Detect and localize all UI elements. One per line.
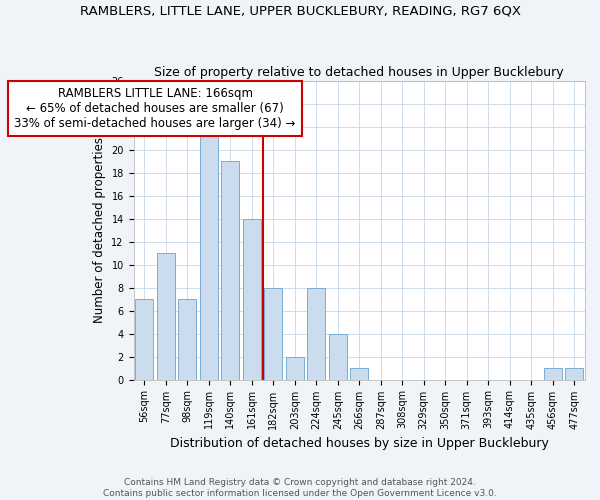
Bar xyxy=(157,254,175,380)
Bar xyxy=(544,368,562,380)
Bar xyxy=(350,368,368,380)
Bar xyxy=(286,356,304,380)
Bar xyxy=(264,288,283,380)
Text: Contains HM Land Registry data © Crown copyright and database right 2024.
Contai: Contains HM Land Registry data © Crown c… xyxy=(103,478,497,498)
Bar xyxy=(221,162,239,380)
Bar xyxy=(565,368,583,380)
Bar xyxy=(178,299,196,380)
Bar xyxy=(200,127,218,380)
Y-axis label: Number of detached properties: Number of detached properties xyxy=(93,138,106,324)
Bar xyxy=(329,334,347,380)
X-axis label: Distribution of detached houses by size in Upper Bucklebury: Distribution of detached houses by size … xyxy=(170,437,549,450)
Bar xyxy=(307,288,325,380)
Text: RAMBLERS LITTLE LANE: 166sqm
← 65% of detached houses are smaller (67)
33% of se: RAMBLERS LITTLE LANE: 166sqm ← 65% of de… xyxy=(14,87,296,130)
Title: Size of property relative to detached houses in Upper Bucklebury: Size of property relative to detached ho… xyxy=(154,66,564,78)
Bar xyxy=(135,299,154,380)
Text: RAMBLERS, LITTLE LANE, UPPER BUCKLEBURY, READING, RG7 6QX: RAMBLERS, LITTLE LANE, UPPER BUCKLEBURY,… xyxy=(79,5,521,18)
Bar xyxy=(242,219,261,380)
